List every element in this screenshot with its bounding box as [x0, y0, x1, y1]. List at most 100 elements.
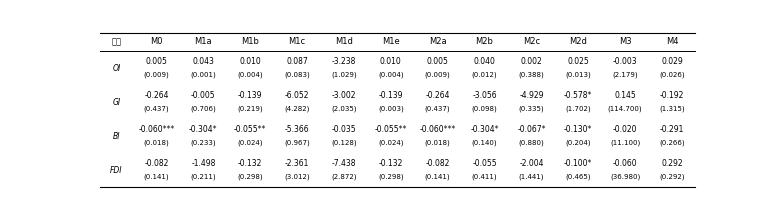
Text: (2.035): (2.035) — [331, 105, 357, 111]
Text: -0.304*: -0.304* — [470, 125, 499, 134]
Text: (1.315): (1.315) — [659, 105, 684, 111]
Text: 0.087: 0.087 — [286, 57, 308, 66]
Text: (0.001): (0.001) — [190, 71, 217, 78]
Text: (0.140): (0.140) — [472, 139, 497, 146]
Text: (0.004): (0.004) — [378, 71, 404, 78]
Text: (0.388): (0.388) — [518, 71, 544, 78]
Text: -0.055: -0.055 — [473, 159, 497, 168]
Text: (114.700): (114.700) — [608, 105, 643, 111]
Text: M1c: M1c — [289, 37, 306, 46]
Text: -7.438: -7.438 — [331, 159, 356, 168]
Text: -0.005: -0.005 — [191, 91, 216, 100]
Text: -0.067*: -0.067* — [517, 125, 546, 134]
Text: -2.004: -2.004 — [519, 159, 544, 168]
Text: 0.010: 0.010 — [239, 57, 261, 66]
Text: -0.304*: -0.304* — [189, 125, 217, 134]
Text: (0.012): (0.012) — [472, 71, 497, 78]
Text: -0.082: -0.082 — [144, 159, 168, 168]
Text: -0.264: -0.264 — [144, 91, 168, 100]
Text: 0.002: 0.002 — [521, 57, 542, 66]
Text: (0.083): (0.083) — [284, 71, 310, 78]
Text: -0.100*: -0.100* — [564, 159, 592, 168]
Text: (0.292): (0.292) — [660, 173, 684, 180]
Text: -2.361: -2.361 — [285, 159, 310, 168]
Text: M1e: M1e — [382, 37, 400, 46]
Text: 0.025: 0.025 — [567, 57, 589, 66]
Text: (0.024): (0.024) — [378, 139, 404, 146]
Text: -5.366: -5.366 — [285, 125, 310, 134]
Text: -0.130*: -0.130* — [564, 125, 592, 134]
Text: (0.009): (0.009) — [144, 71, 169, 78]
Text: M1a: M1a — [195, 37, 212, 46]
Text: -0.192: -0.192 — [660, 91, 684, 100]
Text: 0.010: 0.010 — [380, 57, 402, 66]
Text: (2.179): (2.179) — [612, 71, 638, 78]
Text: -0.060***: -0.060*** — [420, 125, 456, 134]
Text: (1.702): (1.702) — [566, 105, 591, 111]
Text: -0.139: -0.139 — [379, 91, 403, 100]
Text: -3.056: -3.056 — [473, 91, 497, 100]
Text: -0.264: -0.264 — [425, 91, 450, 100]
Text: -4.929: -4.929 — [519, 91, 544, 100]
Text: (0.004): (0.004) — [237, 71, 263, 78]
Text: 0.040: 0.040 — [473, 57, 495, 66]
Text: (0.880): (0.880) — [518, 139, 544, 146]
Text: M1d: M1d — [335, 37, 353, 46]
Text: (0.233): (0.233) — [191, 139, 217, 146]
Text: (0.141): (0.141) — [144, 173, 169, 180]
Text: -3.238: -3.238 — [332, 57, 356, 66]
Text: 0.145: 0.145 — [615, 91, 636, 100]
Text: GI: GI — [113, 98, 120, 107]
Text: (0.465): (0.465) — [566, 173, 591, 180]
Text: M3: M3 — [618, 37, 632, 46]
Text: FDI: FDI — [110, 166, 123, 175]
Text: -0.132: -0.132 — [238, 159, 262, 168]
Text: (0.411): (0.411) — [472, 173, 497, 180]
Text: (0.706): (0.706) — [190, 105, 217, 111]
Text: 0.005: 0.005 — [427, 57, 449, 66]
Text: (0.098): (0.098) — [472, 105, 497, 111]
Text: -0.020: -0.020 — [613, 125, 637, 134]
Text: M2a: M2a — [429, 37, 446, 46]
Text: 0.029: 0.029 — [661, 57, 683, 66]
Text: (0.437): (0.437) — [424, 105, 451, 111]
Text: -0.055**: -0.055** — [234, 125, 266, 134]
Text: (11.100): (11.100) — [610, 139, 640, 146]
Text: (0.141): (0.141) — [424, 173, 451, 180]
Text: -0.060***: -0.060*** — [138, 125, 175, 134]
Text: (0.437): (0.437) — [144, 105, 169, 111]
Text: (0.026): (0.026) — [659, 71, 684, 78]
Text: 0.043: 0.043 — [192, 57, 214, 66]
Text: 0.005: 0.005 — [146, 57, 168, 66]
Text: (4.282): (4.282) — [284, 105, 310, 111]
Text: -6.052: -6.052 — [285, 91, 310, 100]
Text: (0.219): (0.219) — [237, 105, 263, 111]
Text: (3.012): (3.012) — [284, 173, 310, 180]
Text: M2c: M2c — [523, 37, 540, 46]
Text: (0.204): (0.204) — [566, 139, 591, 146]
Text: -0.035: -0.035 — [331, 125, 356, 134]
Text: (0.211): (0.211) — [191, 173, 217, 180]
Text: 0.292: 0.292 — [661, 159, 683, 168]
Text: BI: BI — [113, 132, 120, 141]
Text: (0.009): (0.009) — [424, 71, 451, 78]
Text: M2b: M2b — [476, 37, 494, 46]
Text: (0.018): (0.018) — [144, 139, 169, 146]
Text: (0.298): (0.298) — [237, 173, 263, 180]
Text: (0.013): (0.013) — [566, 71, 591, 78]
Text: -0.060: -0.060 — [613, 159, 637, 168]
Text: (0.003): (0.003) — [378, 105, 404, 111]
Text: (0.128): (0.128) — [331, 139, 357, 146]
Text: -0.003: -0.003 — [613, 57, 637, 66]
Text: (0.266): (0.266) — [659, 139, 684, 146]
Text: (36.980): (36.980) — [610, 173, 640, 180]
Text: -3.002: -3.002 — [331, 91, 356, 100]
Text: M4: M4 — [666, 37, 678, 46]
Text: -0.139: -0.139 — [238, 91, 262, 100]
Text: M0: M0 — [151, 37, 163, 46]
Text: M1b: M1b — [241, 37, 259, 46]
Text: -1.498: -1.498 — [191, 159, 216, 168]
Text: (2.872): (2.872) — [331, 173, 357, 180]
Text: (0.018): (0.018) — [424, 139, 451, 146]
Text: (0.967): (0.967) — [284, 139, 310, 146]
